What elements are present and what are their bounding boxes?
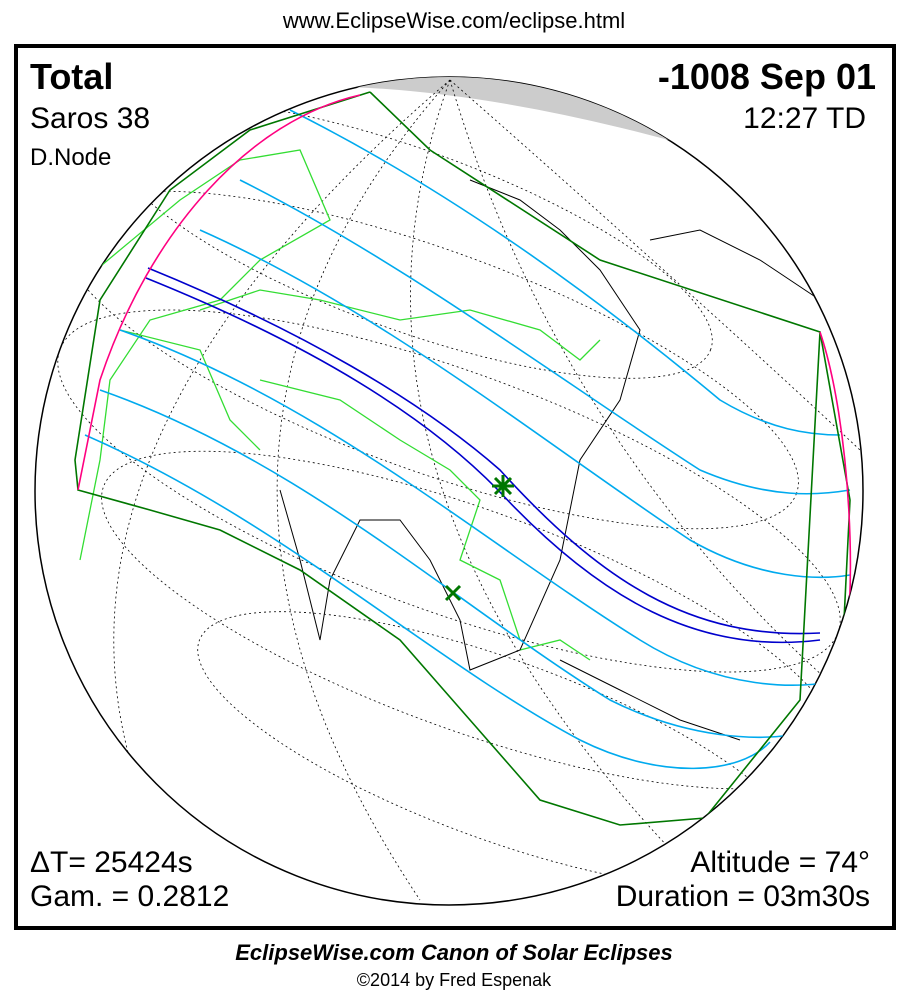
greatest-duration-marker xyxy=(444,584,462,602)
node: D.Node xyxy=(30,144,112,171)
eclipse-time: 12:27 TD xyxy=(743,102,866,135)
footer-title: EclipseWise.com Canon of Solar Eclipses xyxy=(235,940,673,965)
gamma: Gam. = 0.2812 xyxy=(30,880,230,913)
greatest-eclipse-marker xyxy=(492,475,514,497)
magnitude-lines xyxy=(84,109,851,770)
eclipse-type: Total xyxy=(30,56,114,97)
country-borders xyxy=(59,149,601,661)
saros: Saros 38 xyxy=(30,102,151,135)
footer-copyright: ©2014 by Fred Espenak xyxy=(356,970,552,990)
eclipse-date: -1008 Sep 01 xyxy=(657,56,876,97)
map-frame xyxy=(14,44,896,930)
header-url: www.EclipseWise.com/eclipse.html xyxy=(282,8,626,33)
altitude: Altitude = 74° xyxy=(690,846,870,879)
duration: Duration = 03m30s xyxy=(615,880,870,913)
penumbra-limits xyxy=(74,91,851,826)
delta-t: ΔT= 25424s xyxy=(30,846,193,879)
